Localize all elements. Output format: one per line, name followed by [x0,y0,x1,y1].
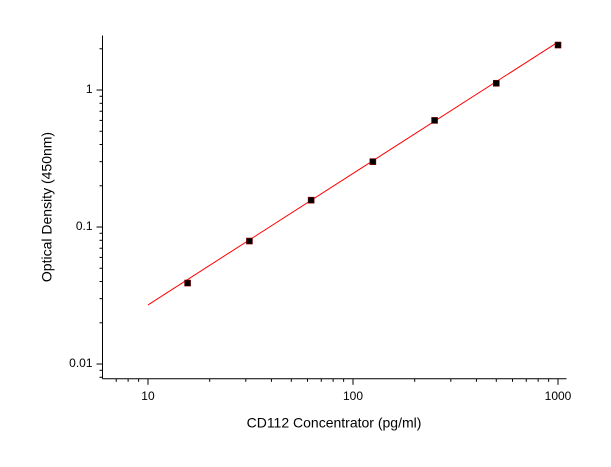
data-point [431,117,438,124]
x-tick-label: 100 [343,389,363,403]
x-tick-label: 1000 [545,389,572,403]
x-tick-label: 10 [141,389,155,403]
data-point [492,79,500,87]
x-axis-title: CD112 Concentrator (pg/ml) [247,415,422,431]
data-point [307,196,315,204]
data-point [369,158,377,165]
y-axis-title: Optical Density (450nm) [39,132,55,282]
y-tick-label: 0.1 [76,219,93,233]
data-point [554,41,562,49]
fit-line [147,41,559,306]
y-tick-label: 0.01 [69,356,93,370]
y-tick-label: 1 [86,82,93,96]
data-point [246,237,253,245]
data-point [184,279,191,287]
